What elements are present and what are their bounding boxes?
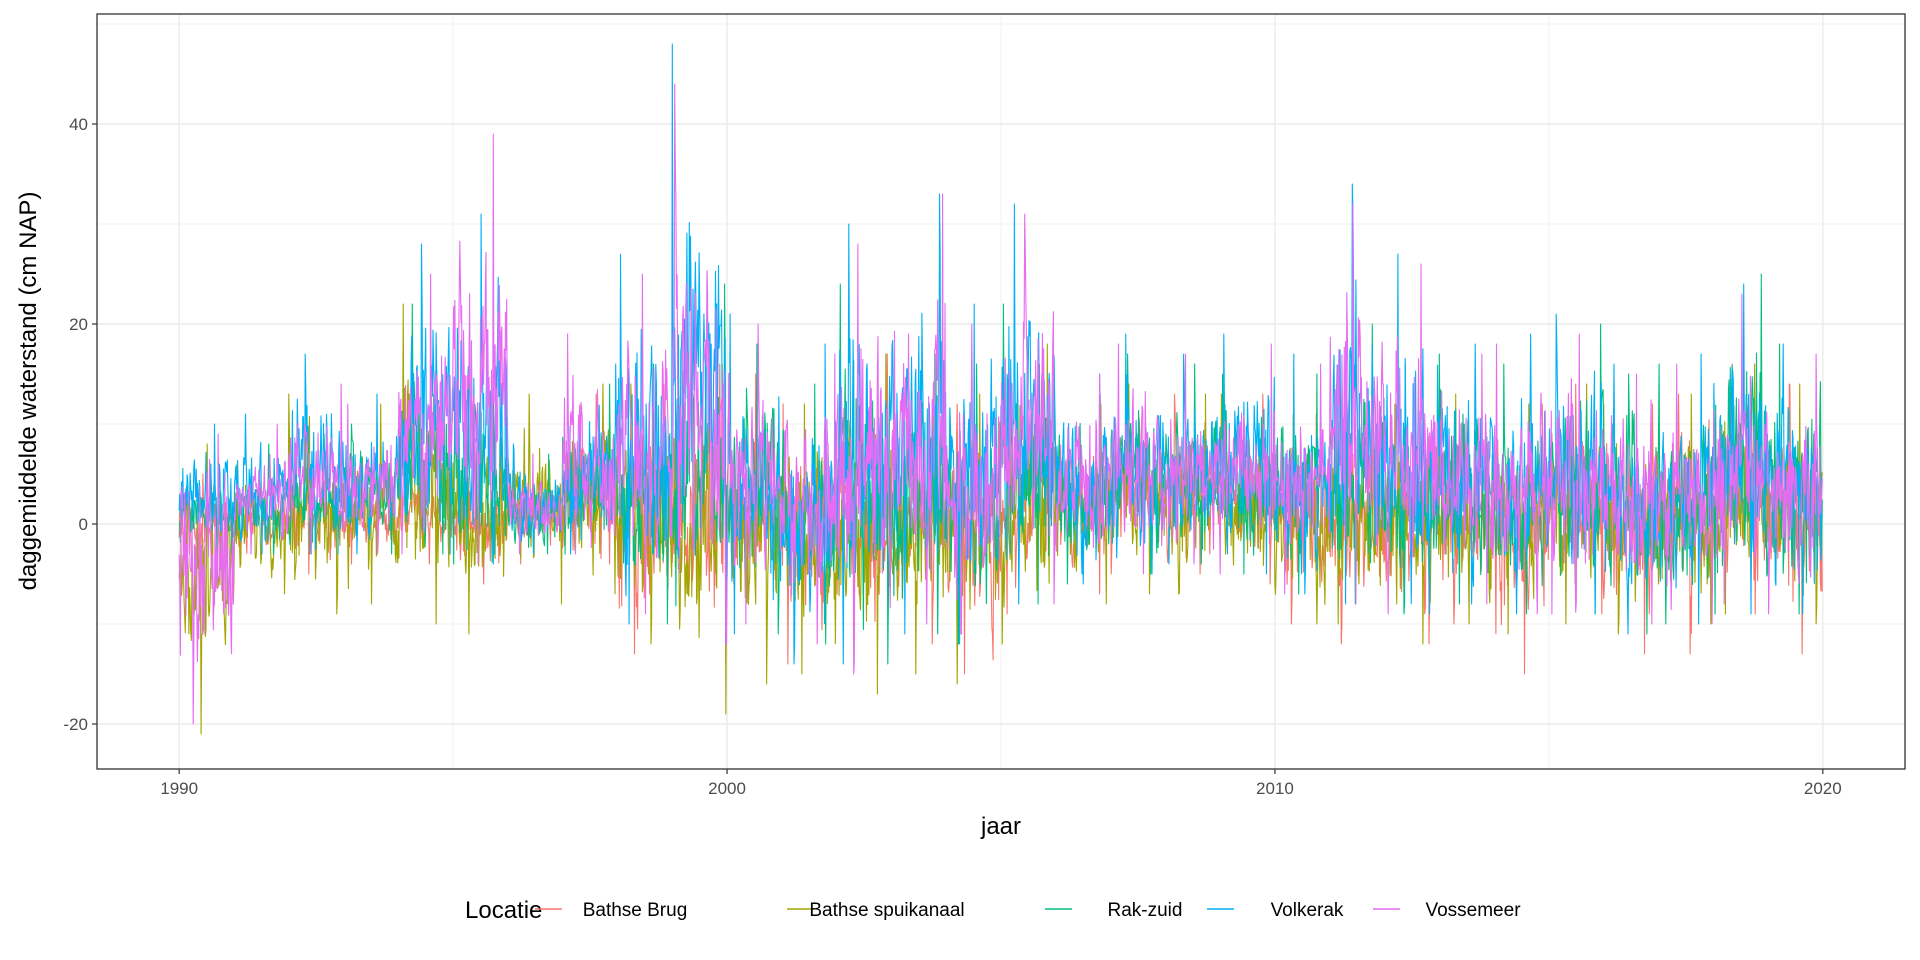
series-layer <box>178 43 1823 735</box>
x-tick-label: 2010 <box>1256 779 1294 798</box>
x-tick-label: 1990 <box>160 779 198 798</box>
legend-label: Rak-zuid <box>1108 900 1183 921</box>
y-axis: -20 0 20 40 <box>63 115 97 734</box>
legend: Locatie Bathse Brug Bathse spuikanaal Rak-… <box>465 897 1521 924</box>
y-tick-label: 0 <box>79 515 88 534</box>
x-axis: 1990 2000 2010 2020 <box>160 769 1842 798</box>
x-tick-label: 2000 <box>708 779 746 798</box>
grid <box>97 14 1905 769</box>
legend-label: Bathse Brug <box>583 900 688 921</box>
legend-title: Locatie <box>465 897 542 924</box>
y-tick-label: 40 <box>69 115 88 134</box>
series-line-vossemeer <box>178 83 1823 725</box>
x-axis-title: jaar <box>980 813 1021 840</box>
legend-label: Volkerak <box>1271 900 1344 921</box>
y-tick-label: -20 <box>63 715 88 734</box>
legend-label: Vossemeer <box>1425 900 1521 921</box>
y-tick-label: 20 <box>69 315 88 334</box>
legend-label: Bathse spuikanaal <box>809 900 964 921</box>
plot-border <box>96 13 1906 770</box>
x-tick-label: 2020 <box>1804 779 1842 798</box>
y-axis-title: daggemiddelde waterstand (cm NAP) <box>15 192 42 591</box>
